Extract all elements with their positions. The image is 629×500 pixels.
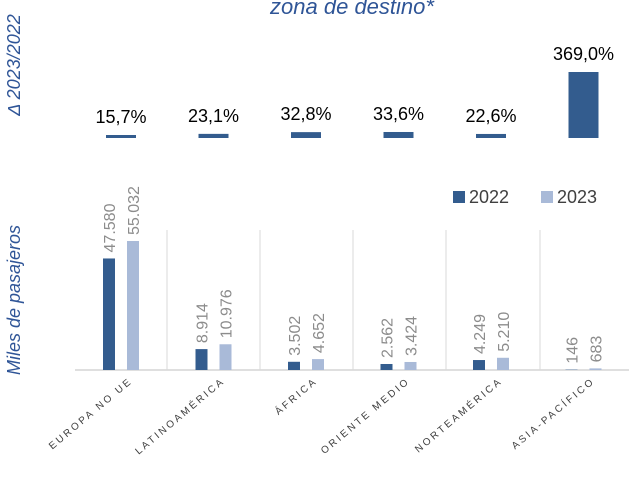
bar	[219, 344, 232, 370]
value-label: 22,6%	[465, 106, 516, 126]
value-label: 2.562	[380, 318, 397, 358]
x-tick-label: LATINOAMÉRICA	[132, 374, 227, 457]
bar	[106, 135, 136, 138]
bar	[589, 368, 602, 370]
bar	[380, 363, 393, 370]
bar	[312, 359, 324, 370]
value-label: 146	[565, 337, 582, 364]
bar	[198, 133, 229, 138]
value-label: 683	[589, 336, 606, 363]
legend-label: 2023	[557, 187, 597, 207]
legend-label: 2022	[469, 187, 509, 207]
value-label: 4.652	[311, 313, 328, 353]
bar	[404, 361, 417, 370]
value-label: 3.424	[404, 316, 421, 356]
value-label: 32,8%	[280, 104, 331, 124]
value-label: 3.502	[287, 316, 304, 356]
legend-swatch	[541, 191, 553, 203]
x-tick-label: EUROPA NO UE	[47, 376, 135, 452]
bar	[288, 361, 300, 370]
value-label: 55.032	[126, 186, 143, 235]
bar	[568, 72, 599, 138]
bar	[383, 131, 414, 138]
value-label: 4.249	[472, 314, 489, 354]
category-dividers	[166, 230, 541, 370]
value-label: 369,0%	[553, 44, 614, 64]
value-label: 15,7%	[95, 107, 146, 127]
bar	[103, 258, 115, 370]
value-label: 10.976	[219, 289, 236, 338]
value-label: 33,6%	[373, 104, 424, 124]
legend-swatch	[453, 191, 465, 203]
value-label: 5.210	[496, 312, 513, 352]
x-tick-label: ASIA-PACÍFICO	[509, 374, 598, 452]
x-tick-label: ORIENTE MEDIO	[319, 376, 412, 457]
value-label: 8.914	[195, 303, 212, 343]
bar	[127, 241, 139, 370]
bar	[195, 349, 208, 370]
value-label: 23,1%	[188, 106, 239, 126]
chart-title: zona de destino*	[269, 0, 435, 19]
y-axis-label: Miles de pasajeros	[4, 225, 24, 375]
y-axis-label: Δ 2023/2022	[4, 14, 24, 117]
bar	[497, 357, 509, 370]
bar	[291, 132, 321, 138]
bar	[476, 133, 506, 138]
value-label: 47.580	[102, 203, 119, 252]
x-tick-label: NORTEAMÉRICA	[412, 374, 505, 455]
bar	[473, 360, 485, 370]
x-tick-label: ÁFRICA	[272, 374, 320, 417]
